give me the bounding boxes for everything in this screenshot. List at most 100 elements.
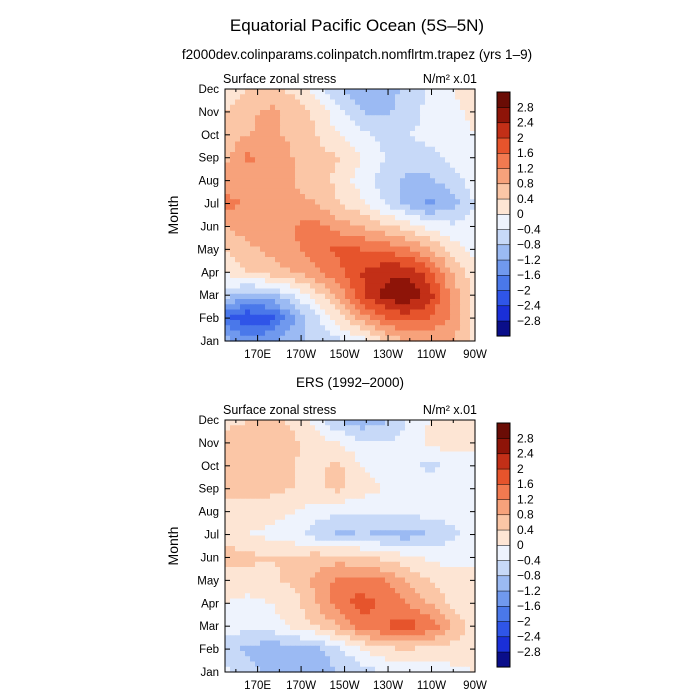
- heatmap-cell: [245, 462, 251, 468]
- heatmap-cell: [270, 94, 276, 101]
- heatmap-cell: [225, 293, 231, 300]
- heatmap-cell: [260, 320, 266, 326]
- heatmap-cell: [280, 441, 286, 447]
- heatmap-cell: [275, 236, 281, 242]
- heatmap-cell: [355, 519, 361, 526]
- heatmap-cell: [295, 525, 301, 531]
- heatmap-cell: [365, 146, 371, 153]
- heatmap-cell: [345, 624, 351, 631]
- heatmap-cell: [445, 603, 451, 610]
- heatmap-cell: [225, 188, 231, 195]
- heatmap-cell: [405, 89, 411, 95]
- heatmap-cell: [355, 146, 361, 153]
- heatmap-cell: [325, 582, 331, 589]
- heatmap-cell: [310, 178, 316, 185]
- colorbar-swatch: [496, 605, 511, 622]
- heatmap-cell: [345, 330, 351, 337]
- heatmap-cell: [455, 435, 461, 442]
- heatmap-cell: [430, 435, 436, 442]
- heatmap-cell: [470, 299, 476, 305]
- heatmap-cell: [400, 546, 406, 552]
- heatmap-cell: [310, 635, 316, 642]
- heatmap-cell: [225, 656, 231, 663]
- heatmap-cell: [300, 278, 306, 284]
- heatmap-cell: [395, 167, 401, 174]
- heatmap-cell: [270, 593, 276, 600]
- heatmap-cell: [380, 630, 386, 636]
- y-tick-label: Mar: [199, 621, 219, 633]
- heatmap-cell: [465, 209, 471, 216]
- heatmap-cell: [265, 157, 271, 164]
- heatmap-cell: [425, 483, 431, 489]
- heatmap-cell: [380, 136, 386, 143]
- heatmap-cell: [255, 230, 261, 237]
- heatmap-cell: [455, 488, 461, 495]
- heatmap-cell: [365, 314, 371, 321]
- heatmap-cell: [380, 666, 386, 673]
- heatmap-cell: [430, 483, 436, 489]
- heatmap-cell: [235, 509, 241, 516]
- heatmap-cell: [240, 257, 246, 263]
- heatmap-cell: [340, 472, 346, 479]
- heatmap-cell: [280, 624, 286, 631]
- heatmap-cell: [300, 141, 306, 148]
- heatmap-cell: [225, 272, 231, 279]
- heatmap-cell: [265, 272, 271, 279]
- heatmap-cell: [365, 236, 371, 242]
- heatmap-cell: [225, 530, 231, 537]
- heatmap-cell: [440, 467, 446, 474]
- heatmap-cell: [365, 89, 371, 95]
- heatmap-cell: [365, 110, 371, 116]
- heatmap-cell: [270, 241, 276, 248]
- heatmap-cell: [375, 540, 381, 547]
- heatmap-cell: [400, 89, 406, 95]
- heatmap-cell: [410, 519, 416, 526]
- heatmap-cell: [395, 267, 401, 274]
- heatmap-cell: [465, 577, 471, 584]
- heatmap-cell: [405, 514, 411, 521]
- heatmap-cell: [445, 540, 451, 547]
- heatmap-cell: [415, 330, 421, 337]
- heatmap-cell: [340, 514, 346, 521]
- colorbar-label: −2.4: [517, 299, 541, 313]
- heatmap-cell: [315, 278, 321, 284]
- heatmap-cell: [460, 335, 466, 342]
- heatmap-cell: [430, 257, 436, 263]
- heatmap-cell: [425, 572, 431, 579]
- heatmap-cell: [340, 462, 346, 468]
- heatmap-cell: [435, 262, 441, 269]
- heatmap-cell: [465, 136, 471, 143]
- y-axis-label: Month: [165, 527, 181, 566]
- heatmap-cell: [435, 467, 441, 474]
- heatmap-cell: [330, 535, 336, 542]
- heatmap-cell: [465, 567, 471, 573]
- heatmap-cell: [355, 493, 361, 500]
- heatmap-cell: [465, 120, 471, 127]
- heatmap-cell: [335, 131, 341, 137]
- heatmap-cell: [345, 335, 351, 342]
- heatmap-cell: [310, 567, 316, 573]
- heatmap-cell: [270, 451, 276, 458]
- heatmap-cell: [450, 483, 456, 489]
- heatmap-cell: [425, 504, 431, 510]
- heatmap-cell: [360, 462, 366, 468]
- heatmap-cell: [415, 467, 421, 474]
- heatmap-cell: [240, 456, 246, 463]
- heatmap-cell: [410, 293, 416, 300]
- heatmap-cell: [315, 272, 321, 279]
- heatmap-cell: [235, 104, 241, 111]
- heatmap-cell: [465, 630, 471, 636]
- heatmap-cell: [380, 314, 386, 321]
- heatmap-cell: [265, 472, 271, 479]
- heatmap-cell: [395, 472, 401, 479]
- heatmap-cell: [420, 335, 426, 342]
- heatmap-cell: [370, 115, 376, 122]
- heatmap-cell: [290, 104, 296, 111]
- heatmap-cell: [400, 236, 406, 242]
- heatmap-cell: [310, 136, 316, 143]
- heatmap-cell: [310, 435, 316, 442]
- heatmap-cell: [300, 435, 306, 442]
- heatmap-cell: [400, 645, 406, 652]
- heatmap-cell: [275, 635, 281, 642]
- heatmap-cell: [255, 661, 261, 668]
